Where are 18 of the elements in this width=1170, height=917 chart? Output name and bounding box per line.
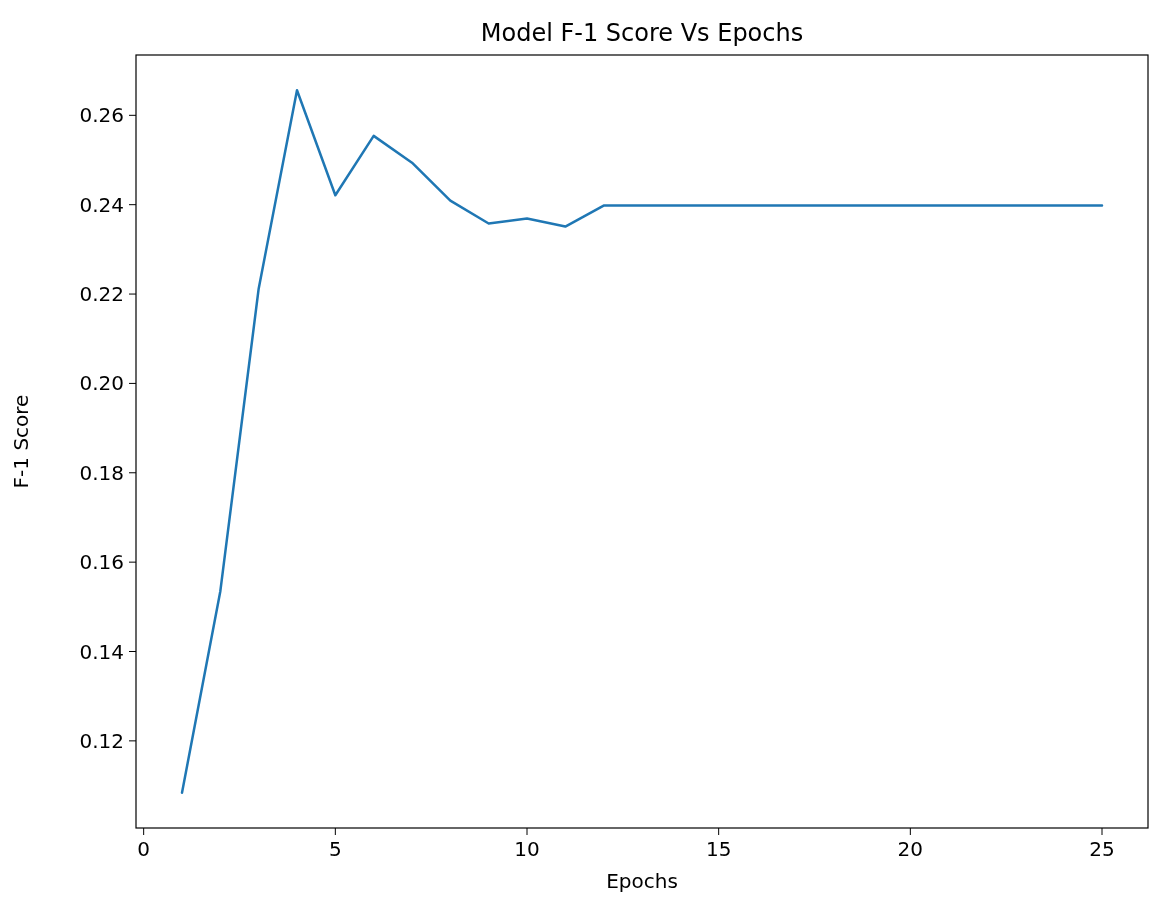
y-tick-label: 0.20 — [79, 371, 124, 396]
line-series — [180, 89, 1104, 794]
y-tick-label: 0.24 — [79, 192, 124, 217]
x-tick-label: 0 — [137, 837, 151, 861]
x-axis-title: Epochs — [606, 869, 678, 893]
chart-title: Model F-1 Score Vs Epochs — [480, 19, 804, 47]
y-tick-label: 0.14 — [79, 639, 124, 664]
y-tick-label: 0.18 — [79, 460, 124, 485]
y-tick-label: 0.26 — [79, 103, 124, 128]
y-tick-label: 0.12 — [79, 728, 124, 753]
y-tick-label: 0.22 — [79, 282, 124, 307]
x-tick-label: 5 — [328, 837, 342, 861]
y-axis-title: F-1 Score — [9, 394, 33, 489]
x-tick-label: 10 — [514, 837, 540, 861]
y-tick-label: 0.16 — [79, 550, 124, 575]
x-tick-label: 20 — [897, 837, 924, 861]
x-tick-label: 15 — [705, 837, 732, 861]
x-tick-label: 25 — [1089, 837, 1115, 861]
